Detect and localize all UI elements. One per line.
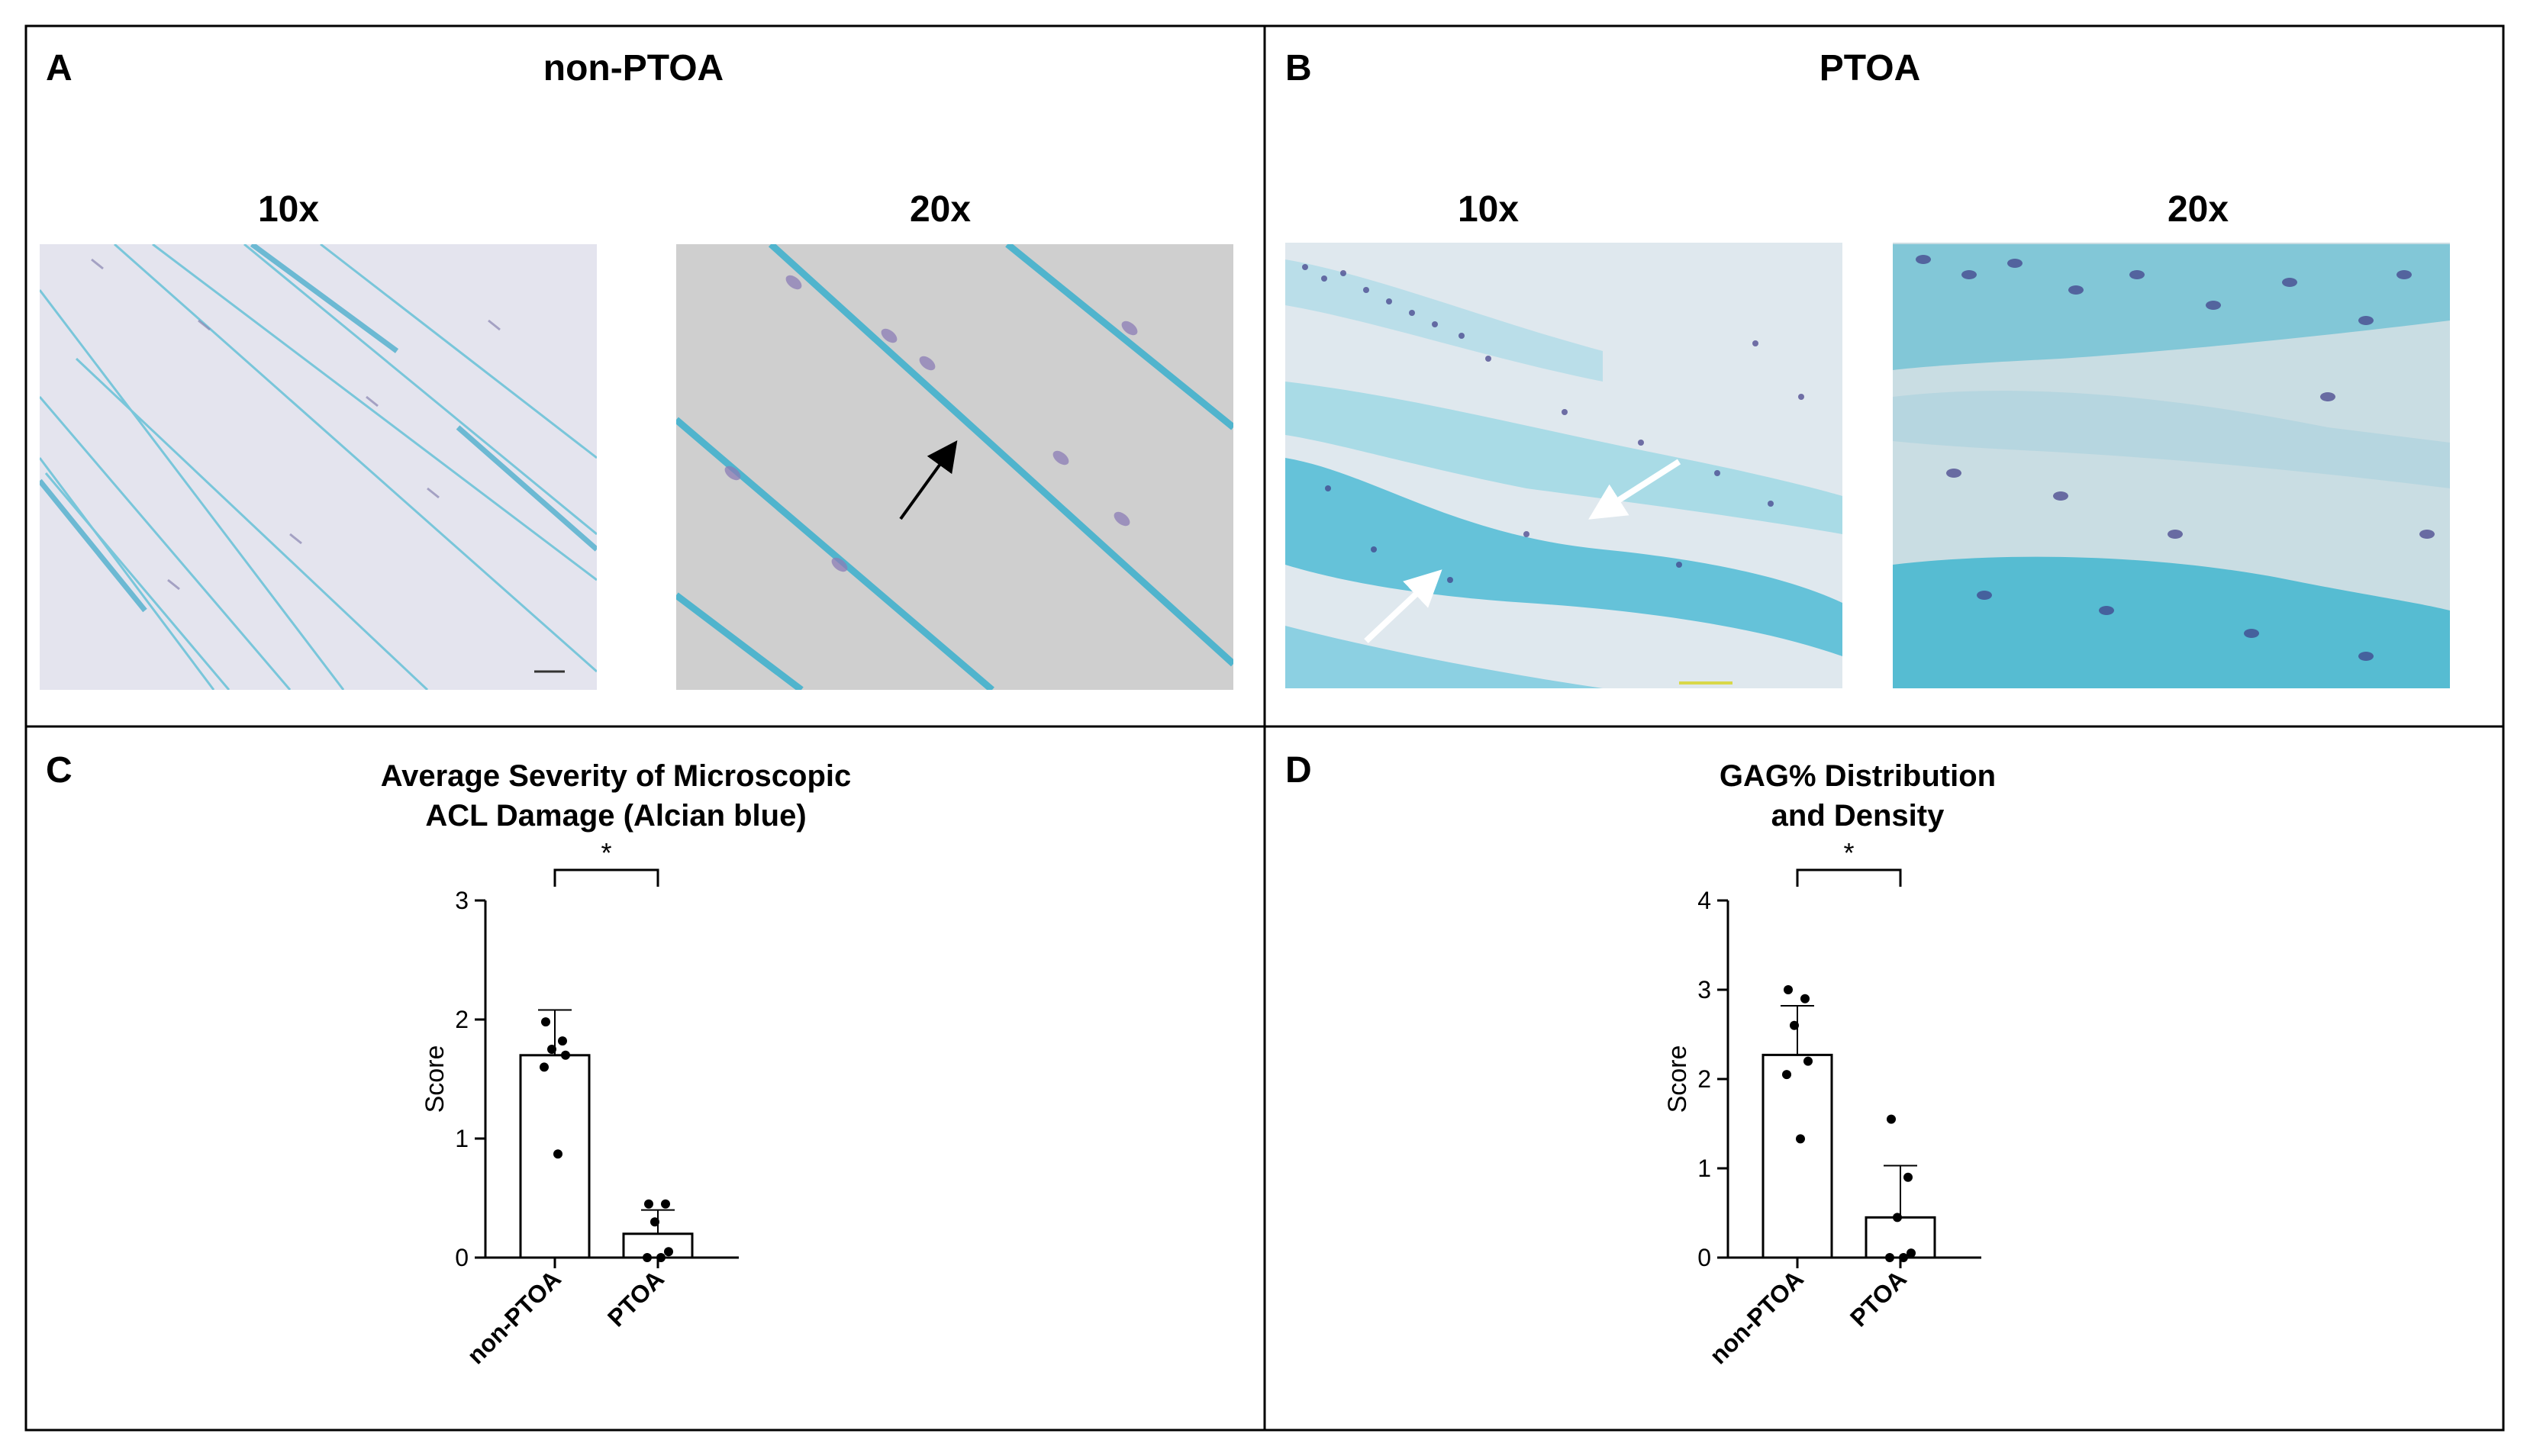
y-tick-label: 0 bbox=[1697, 1244, 1711, 1271]
data-point bbox=[540, 1062, 549, 1072]
data-point bbox=[558, 1036, 567, 1046]
data-point bbox=[1887, 1114, 1896, 1124]
data-point bbox=[1796, 1134, 1805, 1144]
data-point bbox=[661, 1199, 670, 1209]
data-point bbox=[547, 1045, 556, 1054]
data-point bbox=[553, 1149, 562, 1159]
chart-title-d-line2: and Density bbox=[1771, 799, 1945, 833]
data-point bbox=[664, 1247, 673, 1257]
chart-title-c-line1: Average Severity of Microscopic bbox=[381, 759, 852, 793]
y-tick-label: 1 bbox=[455, 1125, 469, 1152]
category-label: PTOA bbox=[602, 1264, 669, 1332]
y-tick-label: 4 bbox=[1697, 887, 1711, 914]
data-point bbox=[1903, 1172, 1913, 1182]
category-label: non-PTOA bbox=[462, 1264, 566, 1369]
bar bbox=[1865, 1216, 1936, 1259]
data-point bbox=[1790, 1020, 1799, 1030]
y-axis-label: Score bbox=[421, 1045, 450, 1113]
category-label: non-PTOA bbox=[1704, 1264, 1809, 1369]
panel-title-a: non-PTOA bbox=[543, 48, 724, 89]
data-point bbox=[1907, 1248, 1916, 1258]
y-tick-label: 3 bbox=[1697, 976, 1711, 1003]
magnification-label-a-20x: 20x bbox=[910, 189, 971, 230]
significance-bracket bbox=[1796, 868, 1902, 887]
significance-star: * bbox=[1843, 837, 1854, 868]
bar bbox=[622, 1232, 694, 1259]
chart-title-c-line2: ACL Damage (Alcian blue) bbox=[425, 799, 806, 833]
panel-letter-c: C bbox=[46, 750, 73, 791]
y-axis-label: Score bbox=[1663, 1045, 1692, 1113]
significance-star: * bbox=[601, 837, 611, 868]
panel-title-b: PTOA bbox=[1820, 48, 1920, 89]
data-point bbox=[656, 1253, 666, 1262]
data-point bbox=[1899, 1253, 1908, 1262]
magnification-label-a-10x: 10x bbox=[258, 189, 319, 230]
micrograph-a-10x bbox=[40, 244, 597, 690]
y-tick-label: 2 bbox=[455, 1006, 469, 1033]
data-point bbox=[1800, 994, 1810, 1003]
magnification-label-b-20x: 20x bbox=[2168, 189, 2229, 230]
data-point bbox=[643, 1253, 652, 1262]
chart-title-d-line1: GAG% Distribution bbox=[1720, 759, 1996, 793]
data-point bbox=[1782, 1070, 1791, 1080]
data-point bbox=[561, 1050, 570, 1060]
category-label: PTOA bbox=[1845, 1264, 1912, 1332]
panel-letter-b: B bbox=[1285, 48, 1312, 89]
data-point bbox=[1893, 1213, 1902, 1222]
y-tick-label: 2 bbox=[1697, 1065, 1711, 1093]
y-tick-label: 1 bbox=[1697, 1155, 1711, 1182]
chart-d: 0 1 2 3 4 Score non-PTOA PTOA * bbox=[1663, 837, 1981, 1369]
micrograph-b-20x bbox=[1893, 243, 2450, 688]
panel-letter-a: A bbox=[46, 48, 73, 89]
panel-frame bbox=[24, 24, 2505, 1432]
data-point bbox=[644, 1199, 653, 1209]
data-point bbox=[1784, 985, 1793, 994]
bar bbox=[1761, 1053, 1833, 1259]
data-point bbox=[1803, 1056, 1813, 1066]
data-point bbox=[541, 1017, 550, 1027]
data-point bbox=[1885, 1253, 1894, 1262]
significance-bracket bbox=[553, 868, 659, 887]
chart-c: 0 1 2 3 Score non-PTOA PTOA * bbox=[421, 837, 739, 1369]
magnification-label-b-10x: 10x bbox=[1458, 189, 1519, 230]
y-tick-label: 0 bbox=[455, 1244, 469, 1271]
data-point bbox=[650, 1217, 659, 1227]
micrograph-b-10x bbox=[1285, 243, 1842, 688]
micrograph-a-20x bbox=[676, 244, 1233, 690]
y-tick-label: 3 bbox=[455, 887, 469, 914]
panel-letter-d: D bbox=[1285, 750, 1312, 791]
